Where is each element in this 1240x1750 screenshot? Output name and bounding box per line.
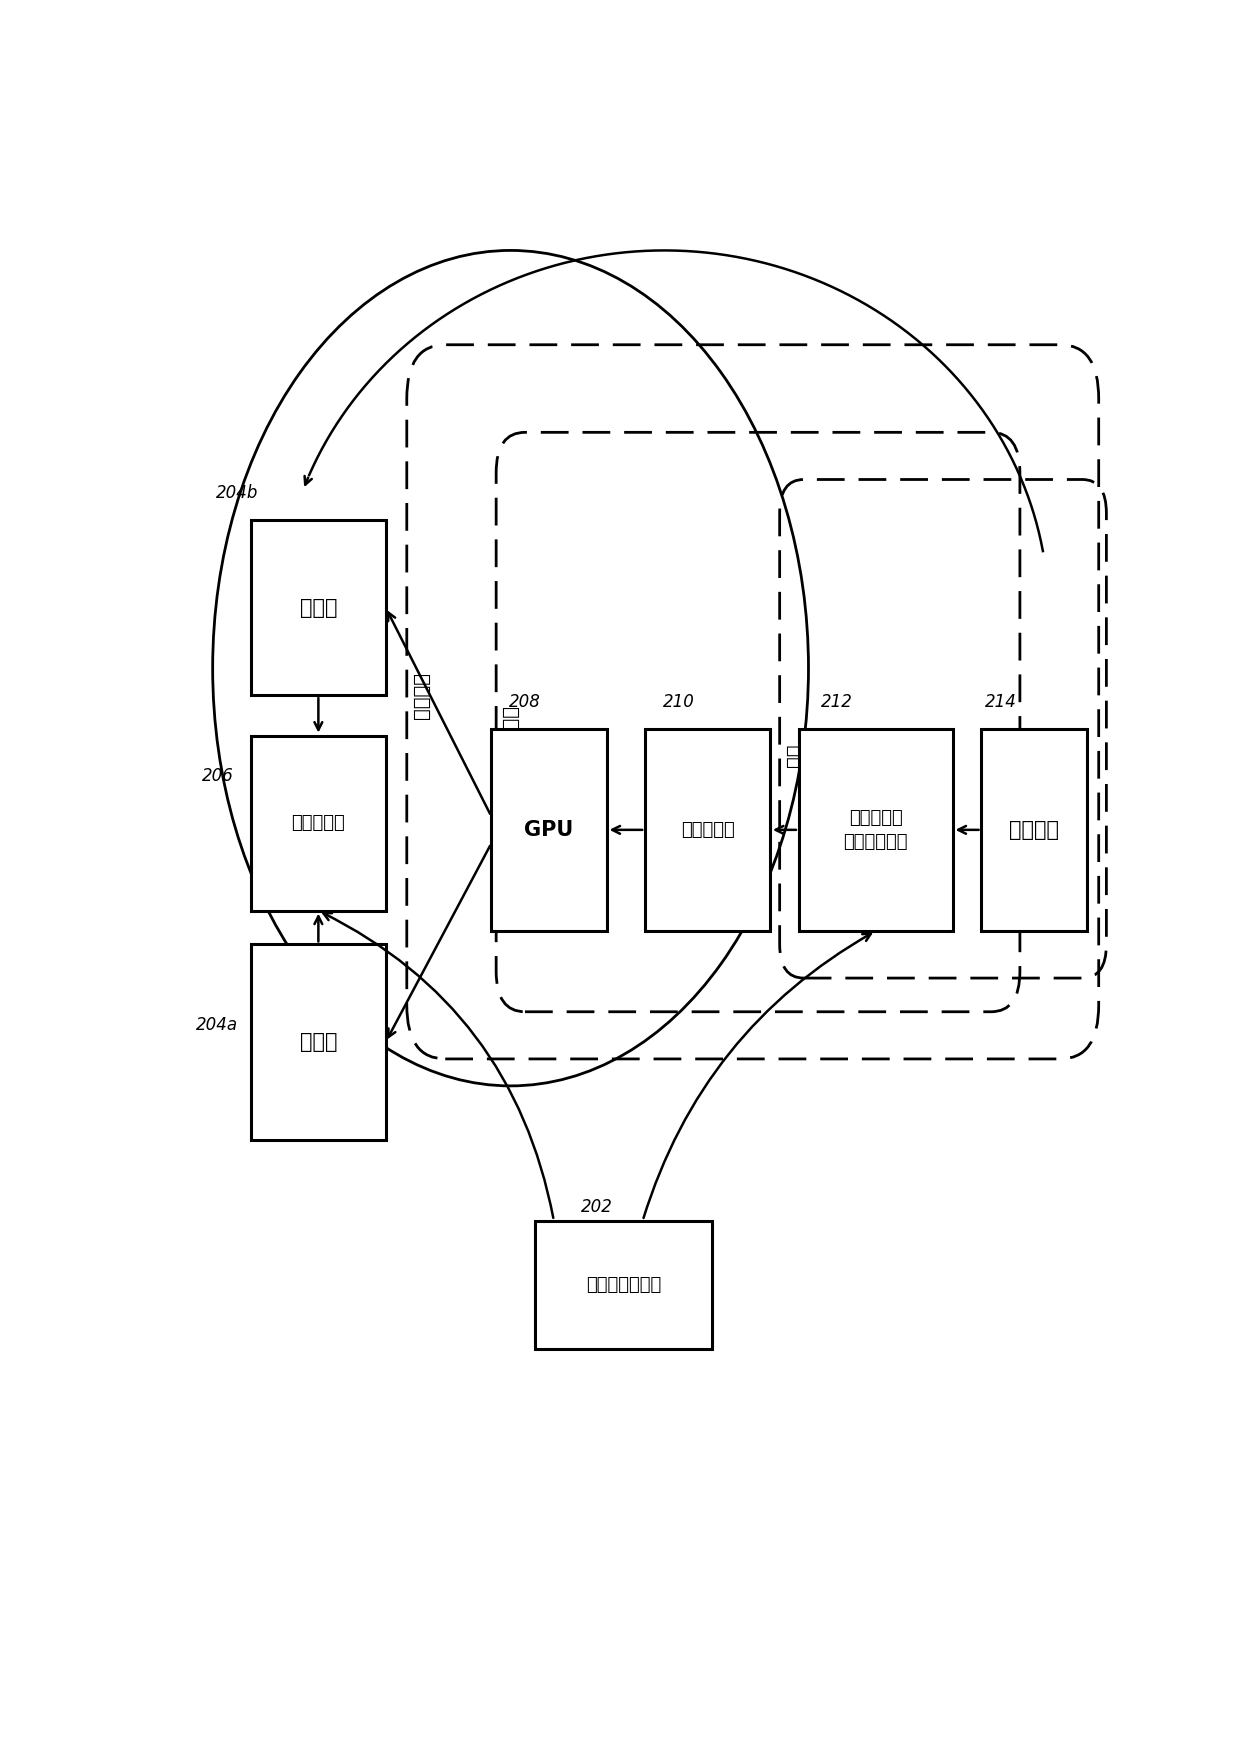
Text: 204b: 204b: [216, 485, 258, 502]
Text: 214: 214: [985, 693, 1017, 710]
FancyBboxPatch shape: [491, 728, 606, 931]
Text: 应用程序: 应用程序: [1009, 819, 1059, 840]
Text: 206: 206: [202, 766, 233, 786]
Text: 202: 202: [582, 1199, 613, 1216]
Text: 204a: 204a: [196, 1017, 238, 1034]
FancyBboxPatch shape: [250, 520, 386, 695]
FancyBboxPatch shape: [799, 728, 952, 931]
Text: 操作系统: 操作系统: [501, 705, 520, 752]
Text: 210: 210: [663, 693, 694, 710]
Text: 显示器: 显示器: [300, 597, 337, 618]
FancyBboxPatch shape: [645, 728, 770, 931]
Text: 208: 208: [510, 693, 541, 710]
Text: 图形驱动器: 图形驱动器: [681, 821, 734, 838]
FancyBboxPatch shape: [982, 728, 1087, 931]
Text: 212: 212: [821, 693, 853, 710]
Text: 计算单元: 计算单元: [412, 672, 430, 719]
FancyBboxPatch shape: [250, 735, 386, 910]
Text: 用户跟踪传感器: 用户跟踪传感器: [585, 1276, 661, 1293]
FancyBboxPatch shape: [250, 945, 386, 1139]
FancyBboxPatch shape: [534, 1222, 713, 1349]
Text: 配置传感器: 配置传感器: [291, 814, 345, 831]
Text: 动态显示器
配置管理模块: 动态显示器 配置管理模块: [843, 808, 908, 850]
Text: 软件: 软件: [785, 744, 804, 768]
Text: GPU: GPU: [525, 819, 574, 840]
Text: 显示器: 显示器: [300, 1032, 337, 1052]
